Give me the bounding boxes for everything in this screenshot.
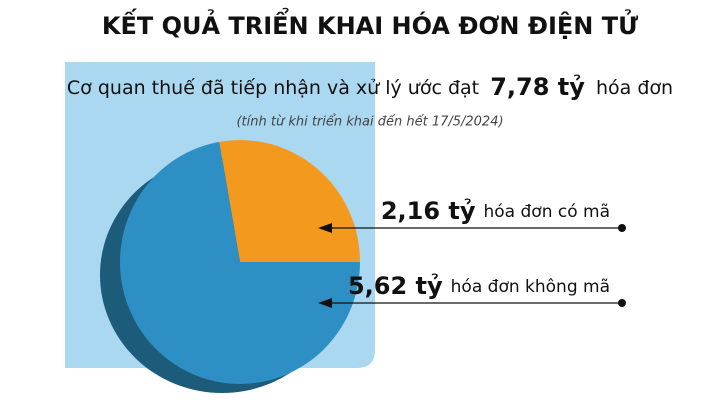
- subtitle-text: Cơ quan thuế đã tiếp nhận và xử lý ước đ…: [67, 77, 479, 99]
- pie-slice: [120, 141, 360, 384]
- subtitle-text: hóa đơn: [596, 77, 673, 99]
- labels: 2,16 tỷ hóa đơn có mã 5,62 tỷ hóa đơn không…: [318, 197, 626, 308]
- slice-label: 5,62 tỷ hóa đơn không mã: [348, 272, 610, 300]
- slice-label: 2,16 tỷ hóa đơn có mã: [381, 197, 610, 225]
- category-label: hóa đơn không mã: [451, 277, 610, 297]
- arrow-head: [318, 223, 332, 233]
- leader-dot: [618, 299, 626, 307]
- subtitle-total: 7,78 tỷ: [490, 73, 585, 101]
- value-label: 5,62 tỷ: [348, 272, 443, 300]
- leader-dot: [618, 224, 626, 232]
- value-label: 2,16 tỷ: [381, 197, 476, 225]
- chart-subtitle: Cơ quan thuế đã tiếp nhận và xử lý ước đ…: [67, 73, 673, 101]
- chart-title: KẾT QUẢ TRIỂN KHAI HÓA ĐƠN ĐIỆN TỬ: [102, 6, 638, 40]
- arrow-head: [318, 298, 332, 308]
- pie-slice: [219, 139, 360, 262]
- pie: [120, 139, 360, 384]
- category-label: hóa đơn có mã: [484, 202, 611, 222]
- chart-note: (tính từ khi triển khai đến hết 17/5/202…: [236, 115, 503, 130]
